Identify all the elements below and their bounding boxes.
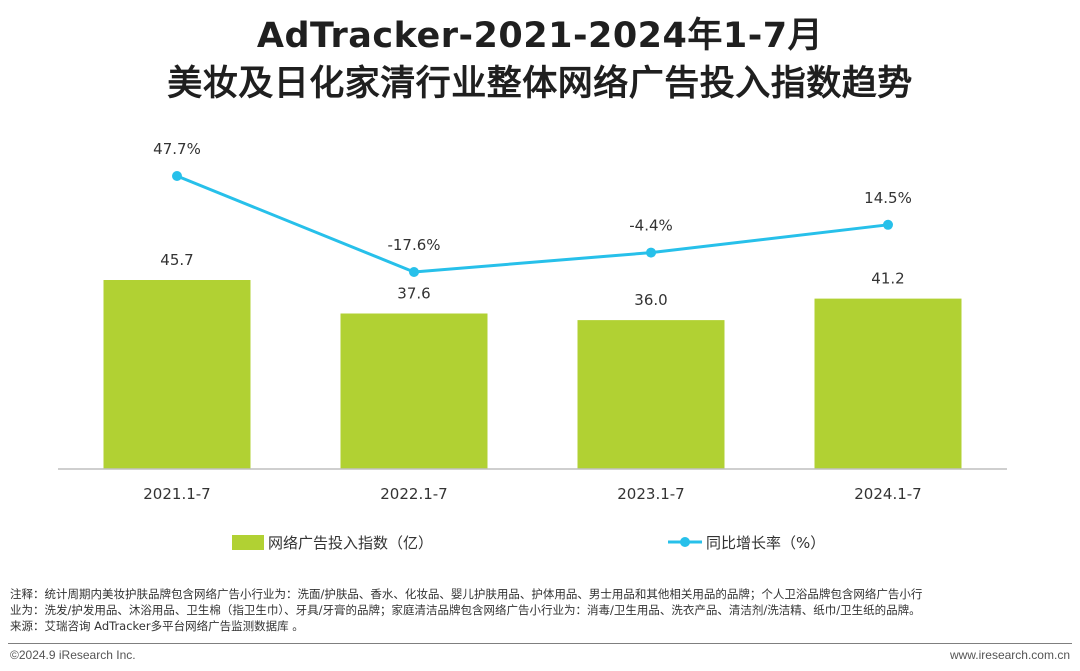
line-point-1 bbox=[172, 171, 182, 181]
x-tick-label-1: 2021.1-7 bbox=[143, 485, 210, 503]
footer-divider bbox=[8, 643, 1072, 644]
x-tick-label-3: 2023.1-7 bbox=[617, 485, 684, 503]
bar-value-label-3: 36.0 bbox=[634, 291, 667, 309]
bar-value-label-2: 37.6 bbox=[397, 284, 430, 302]
chart-title-line-2: 美妆及日化家清行业整体网络广告投入指数趋势 bbox=[167, 64, 913, 104]
website-url: www.iresearch.com.cn bbox=[949, 648, 1070, 662]
legend-line-marker bbox=[680, 537, 690, 547]
chart-title-line-1: AdTracker-2021-2024年1-7月 bbox=[256, 16, 824, 56]
bar-data-labels: 45.7 37.6 36.0 41.2 bbox=[160, 251, 904, 309]
bar-2 bbox=[340, 313, 488, 469]
legend: 网络广告投入指数（亿） 同比增长率（%） bbox=[232, 534, 825, 552]
line-point-4 bbox=[883, 219, 893, 230]
line-value-label-2: -17.6% bbox=[387, 236, 440, 254]
bar-series bbox=[103, 280, 962, 469]
copyright-text: ©2024.9 iResearch Inc. bbox=[10, 648, 136, 662]
x-tick-label-4: 2024.1-7 bbox=[854, 485, 921, 503]
x-tick-label-2: 2022.1-7 bbox=[380, 485, 447, 503]
bar-1 bbox=[103, 280, 251, 469]
line-series: 47.7% -17.6% -4.4% 14.5% bbox=[153, 140, 912, 277]
legend-bar-label: 网络广告投入指数（亿） bbox=[268, 534, 433, 552]
note-line-1: 注释：统计周期内美妆护肤品牌包含网络广告小行业为：洗面/护肤品、香水、化妆品、婴… bbox=[10, 587, 923, 601]
line-value-label-4: 14.5% bbox=[864, 189, 912, 207]
x-axis-tick-labels: 2021.1-7 2022.1-7 2023.1-7 2024.1-7 bbox=[143, 485, 921, 503]
legend-line-label: 同比增长率（%） bbox=[706, 534, 825, 552]
bar-value-label-4: 41.2 bbox=[871, 270, 904, 288]
line-point-3 bbox=[646, 247, 656, 258]
bar-value-label-1: 45.7 bbox=[160, 251, 193, 269]
note-line-2: 业为：洗发/护发用品、沐浴用品、卫生棉（指卫生巾）、牙具/牙膏的品牌；家庭清洁品… bbox=[10, 603, 921, 617]
source-line: 来源：艾瑞咨询 AdTracker多平台网络广告监测数据库 。 bbox=[10, 619, 304, 633]
bar-3 bbox=[577, 320, 725, 469]
legend-bar-swatch bbox=[232, 535, 264, 550]
line-point-2 bbox=[409, 267, 419, 277]
bar-4 bbox=[814, 298, 962, 469]
growth-rate-line bbox=[176, 174, 889, 274]
line-value-label-3: -4.4% bbox=[629, 217, 673, 235]
line-value-label-1: 47.7% bbox=[153, 140, 201, 158]
